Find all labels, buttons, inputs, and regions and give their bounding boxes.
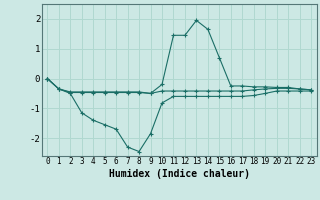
X-axis label: Humidex (Indice chaleur): Humidex (Indice chaleur) [109,169,250,179]
